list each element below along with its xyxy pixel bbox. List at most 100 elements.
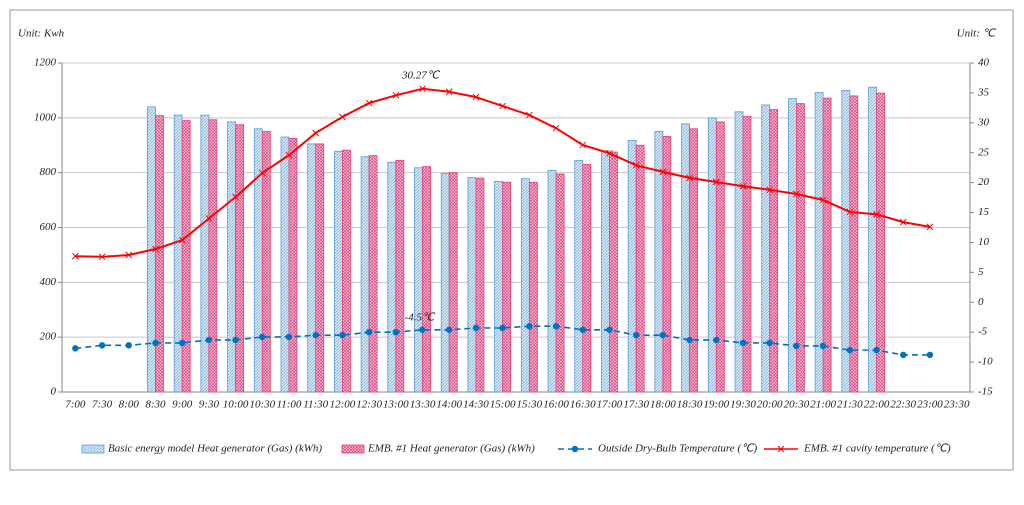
bar — [742, 116, 752, 393]
line-marker — [98, 342, 106, 349]
line-marker — [72, 345, 79, 352]
line-marker — [125, 251, 133, 259]
x-tick-label: 19:00 — [703, 399, 729, 411]
bar — [253, 128, 263, 393]
line-marker — [552, 124, 560, 132]
x-tick-label: 9:00 — [172, 399, 193, 411]
bar — [208, 119, 218, 393]
line-marker — [606, 149, 613, 157]
x-tick-label: 20:00 — [757, 399, 783, 411]
chart-frame — [9, 9, 1014, 471]
line-marker — [552, 323, 560, 330]
y-tick-label: 800 — [40, 166, 57, 178]
bar — [387, 161, 397, 393]
line-marker — [686, 174, 693, 182]
bar — [395, 159, 405, 393]
bar — [288, 137, 298, 393]
line-marker — [365, 99, 373, 107]
bar — [715, 121, 725, 393]
y-tick-label: 600 — [40, 221, 57, 233]
y2-tick-label: 0 — [978, 296, 984, 308]
bar — [574, 159, 584, 393]
bar — [360, 156, 370, 393]
line-marker — [819, 196, 827, 204]
line-marker — [205, 215, 213, 222]
line-marker — [659, 331, 667, 339]
bar — [334, 150, 343, 393]
bar — [200, 114, 210, 393]
x-tick-label: 13:30 — [410, 399, 436, 411]
annotation: -4.5℃ — [405, 312, 436, 324]
bar — [841, 90, 851, 393]
legend-swatch — [341, 444, 365, 454]
bar — [475, 177, 485, 393]
x-tick-label: 22:00 — [864, 399, 890, 411]
x-tick-label: 9:30 — [199, 399, 220, 411]
line-marker — [526, 323, 533, 330]
y-tick-label: 1200 — [34, 57, 57, 69]
line-marker — [98, 253, 106, 261]
bar — [601, 150, 610, 393]
x-tick-label: 11:00 — [277, 399, 302, 411]
line-marker — [205, 336, 213, 344]
bar — [689, 128, 698, 393]
bar — [761, 104, 771, 393]
bar — [261, 131, 271, 393]
x-tick-label: 17:30 — [623, 399, 649, 411]
line-marker — [392, 91, 400, 99]
line-marker — [339, 113, 346, 121]
line-marker — [312, 331, 319, 339]
x-tick-label: 10:30 — [249, 399, 275, 411]
bar — [822, 97, 832, 393]
x-tick-label: 10:00 — [223, 399, 249, 411]
legend-marker — [571, 445, 579, 453]
x-tick-label: 18:00 — [650, 399, 676, 411]
annotation: 30.27℃ — [401, 70, 441, 82]
line-marker — [926, 351, 934, 359]
y2-tick-label: 5 — [978, 266, 984, 278]
bar — [307, 143, 317, 393]
line-marker — [259, 333, 266, 341]
line-marker — [285, 151, 293, 159]
bar — [280, 136, 290, 393]
y2-tick-label: 25 — [978, 146, 990, 158]
line-marker — [125, 342, 132, 349]
line-marker — [152, 245, 159, 253]
x-tick-label: 11:30 — [303, 399, 328, 411]
bar — [520, 178, 530, 393]
line-marker — [899, 218, 907, 226]
bar — [422, 166, 431, 393]
line-marker — [766, 339, 773, 347]
bar — [440, 173, 450, 393]
y-tick-label: 1000 — [34, 111, 57, 123]
line-marker — [606, 326, 613, 333]
line-marker — [446, 326, 453, 333]
bar — [707, 117, 717, 393]
bar — [181, 120, 191, 393]
legend-marker — [777, 445, 785, 453]
bar — [609, 151, 618, 393]
bar — [235, 124, 244, 393]
line-marker — [419, 85, 426, 93]
bar — [796, 103, 805, 393]
bar — [502, 181, 512, 393]
x-tick-label: 21:00 — [810, 399, 836, 411]
line-marker — [739, 339, 747, 347]
bar — [868, 86, 877, 393]
x-tick-label: 22:30 — [890, 399, 916, 411]
line-marker — [579, 326, 586, 333]
bar — [734, 111, 744, 393]
x-tick-label: 23:30 — [944, 399, 970, 411]
bar — [448, 172, 458, 393]
line-marker — [472, 93, 480, 101]
line-marker — [632, 161, 640, 169]
y2-tick-label: 30 — [977, 116, 990, 128]
legend-label: EMB. #1 Heat generator (Gas) (kWh) — [367, 443, 535, 455]
line-marker — [926, 223, 934, 231]
line-marker — [419, 326, 426, 333]
y-unit: Unit: Kwh — [18, 28, 65, 40]
line-marker — [445, 88, 453, 96]
line-marker — [846, 346, 854, 354]
y2-tick-label: -5 — [978, 326, 988, 338]
line-marker — [285, 333, 293, 341]
